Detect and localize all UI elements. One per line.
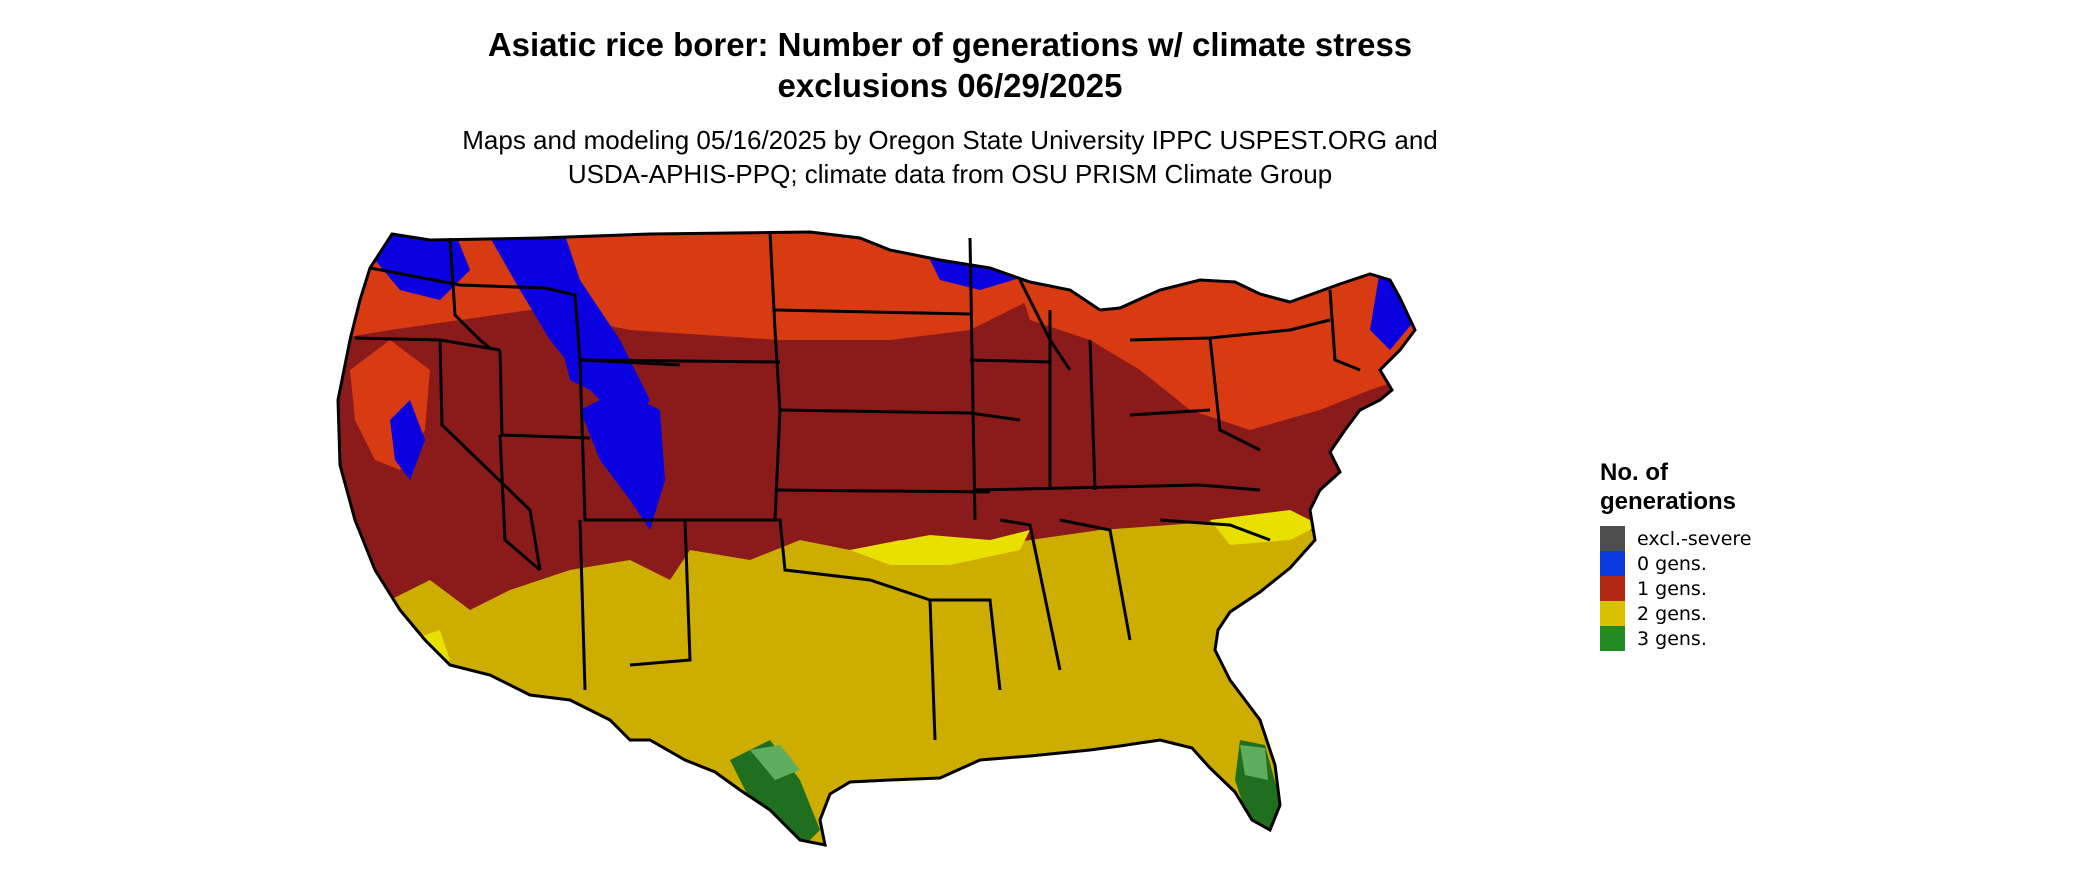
- legend: No. of generations excl.-severe 0 gens. …: [1600, 458, 1800, 651]
- subtitle-line-1: Maps and modeling 05/16/2025 by Oregon S…: [462, 125, 1438, 155]
- legend-swatch: [1600, 551, 1625, 576]
- border-pa-wv: [1208, 337, 1261, 452]
- title-line-1: Asiatic rice borer: Number of generation…: [487, 26, 1413, 63]
- border-new-england: [1328, 289, 1361, 372]
- border-oh-ky: [1129, 408, 1211, 417]
- map-subtitle: Maps and modeling 05/16/2025 by Oregon S…: [360, 123, 1540, 191]
- legend-item-3-gens: 3 gens.: [1600, 626, 1800, 651]
- border-la-ar: [928, 599, 937, 741]
- border-in-oh: [1088, 339, 1097, 491]
- generation-zones: [338, 232, 1415, 845]
- zone-2-bright-carolina: [1210, 510, 1320, 545]
- zone-3-light-florida: [1240, 745, 1268, 780]
- legend-label: 0 gens.: [1637, 552, 1707, 575]
- border-ms: [930, 598, 1002, 691]
- title-line-2: exclusions 06/29/2025: [777, 67, 1123, 104]
- border-wa-id: [448, 237, 491, 350]
- border-pa-ny: [1129, 318, 1331, 342]
- border-id-mt-wy: [544, 286, 681, 367]
- border-ca-nv: [438, 339, 542, 571]
- border-al-ga: [999, 518, 1062, 671]
- legend-title-line-2: generations: [1600, 488, 1737, 515]
- legend-label: excl.-severe: [1637, 527, 1752, 550]
- border-mn-ia-mo: [968, 237, 977, 521]
- legend-swatch: [1600, 626, 1625, 651]
- legend-swatch: [1600, 601, 1625, 626]
- border-nm-tx: [629, 519, 692, 667]
- legend-title-line-1: No. of: [1600, 459, 1668, 486]
- border-ok-tx: [685, 518, 931, 602]
- zone-3-south-texas: [730, 740, 820, 845]
- border-ks-ok: [774, 488, 991, 494]
- zone-3-light-texas: [750, 745, 800, 780]
- border-tn-ky: [974, 483, 1261, 492]
- zone-0-colorado-rockies: [580, 390, 665, 530]
- border-wy-south: [579, 358, 781, 364]
- border-az-nm: [578, 519, 587, 691]
- border-ia-mo: [969, 358, 1051, 364]
- zone-0-idaho: [550, 300, 630, 400]
- legend-item-excl-severe: excl.-severe: [1600, 526, 1800, 551]
- us-outline: [336, 230, 1417, 847]
- state-borders: [336, 230, 1417, 847]
- legend-label: 2 gens.: [1637, 602, 1707, 625]
- border-mi-wi: [1018, 279, 1072, 371]
- border-mt-nd-co: [768, 231, 782, 521]
- legend-item-2-gens: 2 gens.: [1600, 601, 1800, 626]
- border-ga-fl: [1059, 518, 1132, 641]
- legend-swatch: [1600, 576, 1625, 601]
- legend-label: 3 gens.: [1637, 627, 1707, 650]
- legend-label: 1 gens.: [1637, 577, 1707, 600]
- zone-2-bright-south: [850, 530, 1030, 565]
- border-nc-sc: [1159, 518, 1271, 542]
- border-ut-az-nm: [578, 359, 685, 522]
- subtitle-line-2: USDA-APHIS-PPQ; climate data from OSU PR…: [567, 159, 1333, 189]
- zone-0-sierra: [390, 400, 425, 480]
- map-title: Asiatic rice borer: Number of generation…: [360, 24, 1540, 106]
- legend-item-1-gens: 1 gens.: [1600, 576, 1800, 601]
- border-nv-ut: [498, 349, 591, 440]
- border-nd-sd: [774, 308, 971, 316]
- border-nv-az: [498, 434, 541, 572]
- border-wa-or: [369, 266, 546, 290]
- us-generations-map: [336, 230, 1417, 847]
- legend-item-0-gens: 0 gens.: [1600, 551, 1800, 576]
- legend-swatch: [1600, 526, 1625, 551]
- legend-title: No. of generations: [1600, 458, 1800, 516]
- border-ne-ks: [779, 408, 1021, 422]
